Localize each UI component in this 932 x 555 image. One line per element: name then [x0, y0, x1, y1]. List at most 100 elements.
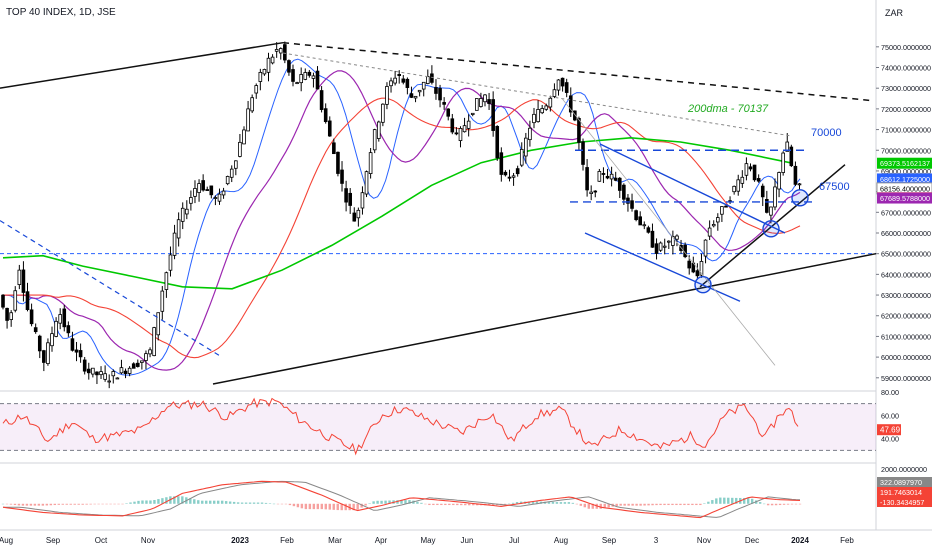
macd-histogram-bar [707, 501, 710, 504]
candle-body [323, 108, 328, 123]
currency-label[interactable]: ZAR [885, 8, 904, 18]
candle-body [360, 192, 365, 209]
candle-body [180, 207, 185, 222]
candle-body [499, 152, 504, 175]
candle-body [532, 113, 536, 124]
candle-body [458, 128, 463, 142]
macd-histogram-bar [507, 503, 511, 505]
candle-body [662, 245, 667, 248]
touch-point-circle [694, 276, 712, 294]
macd-histogram-bar [583, 503, 587, 508]
candle-body [70, 338, 75, 351]
macd-histogram-bar [503, 503, 507, 505]
candle-body [724, 205, 728, 208]
macd-histogram-bar [770, 503, 774, 506]
candle-body [372, 129, 377, 151]
candle-body [103, 373, 107, 380]
macd-histogram-bar [515, 502, 519, 504]
price-axis-label: 59000.0000000 [881, 374, 931, 383]
candle-body [536, 109, 540, 123]
macd-histogram-bar [615, 503, 618, 506]
candle-body [229, 168, 234, 178]
macd-histogram-bar [65, 503, 68, 505]
candle-body [119, 367, 124, 374]
candle-body [479, 98, 483, 107]
macd-histogram-bar [436, 503, 439, 506]
macd-histogram-bar [85, 503, 88, 505]
candle-body [793, 165, 798, 185]
rsi-axis-label: 80.00 [881, 388, 899, 397]
macd-histogram-bar [33, 503, 37, 506]
macd-histogram-bar [280, 503, 284, 505]
macd-histogram-bar [567, 502, 571, 504]
macd-histogram-bar [312, 503, 316, 510]
macd-histogram-bar [384, 500, 387, 504]
price-axis-label: 71000.0000000 [881, 126, 931, 135]
candle-body [740, 176, 745, 184]
macd-histogram-bar [790, 503, 794, 505]
candle-body [777, 172, 781, 190]
macd-histogram-bar [766, 503, 770, 506]
time-axis-label: May [420, 536, 435, 545]
candle-body [242, 129, 246, 145]
candle-body [307, 71, 312, 76]
macd-histogram-bar [61, 503, 64, 505]
macd-histogram-bar [145, 500, 148, 504]
candle-body [327, 120, 332, 137]
candle-body [152, 327, 156, 357]
candle-body [278, 48, 283, 54]
macd-histogram-bar [137, 500, 140, 504]
macd-histogram-bar [272, 503, 276, 505]
time-axis-label: Dec [745, 536, 759, 545]
rsi-value-box [877, 424, 901, 436]
macd-histogram-bar [125, 503, 128, 504]
price-axis-label: 60000.0000000 [881, 353, 931, 362]
macd-histogram-bar [288, 503, 292, 506]
candle-body [773, 186, 777, 208]
candle-body [123, 370, 128, 374]
macd-histogram-bar [794, 503, 798, 505]
candle-body [470, 112, 475, 115]
macd-histogram-bar [743, 497, 746, 504]
macd-histogram-bar [691, 503, 694, 506]
rsi-axis-label: 60.00 [881, 411, 899, 420]
candle-body [568, 95, 573, 113]
candle-body [17, 269, 22, 285]
candle-body [46, 342, 50, 365]
candle-body [613, 177, 618, 181]
macd-histogram-bar [647, 503, 650, 506]
candle-body [609, 173, 614, 180]
price-axis-label: 75000.0000000 [881, 43, 931, 52]
candle-body [552, 89, 557, 97]
macd-histogram-bar [468, 503, 471, 506]
candle-body [368, 152, 373, 175]
candle-body [352, 212, 357, 222]
macd-histogram-bar [675, 503, 678, 506]
macd-histogram-bar [424, 503, 427, 505]
candle-body [262, 69, 267, 75]
macd-histogram-bar [101, 503, 104, 505]
sma-slow-line [3, 97, 801, 359]
macd-histogram-bar [400, 500, 403, 504]
candle-body [405, 78, 410, 88]
price-labels: 69373.516213768612.172500068156.40000006… [876, 157, 932, 507]
macd-histogram-bar [663, 503, 666, 506]
trend-line-lower [212, 252, 877, 385]
macd-histogram-bar [727, 497, 730, 504]
macd-histogram-bar [731, 497, 734, 504]
candle-body [25, 291, 30, 310]
candle-body [340, 169, 344, 184]
macd-histogram-bar [476, 503, 479, 506]
macd-histogram-bar [228, 501, 232, 504]
macd-histogram-bar [555, 502, 559, 504]
macd-histogram-bar [575, 503, 579, 505]
macd-histogram-bar [193, 499, 196, 504]
candle-body [42, 350, 46, 363]
candle-body [62, 308, 67, 328]
macd-histogram-bar [750, 498, 754, 504]
macd-histogram-bar [587, 503, 590, 509]
candle-body [585, 167, 589, 191]
candle-body [756, 178, 761, 182]
trend-line-rising-support [699, 164, 846, 288]
